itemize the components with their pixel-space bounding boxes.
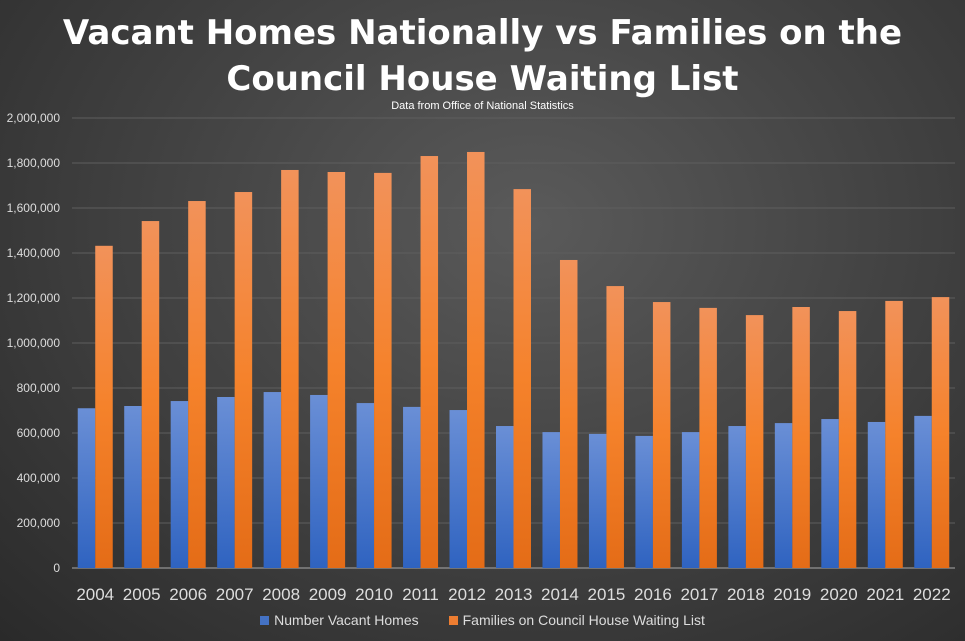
- bar-families-2009: [327, 172, 346, 568]
- x-tick-label: 2017: [680, 585, 718, 604]
- bar-vacant-2014: [542, 432, 560, 568]
- bar-vacant-2005: [124, 406, 142, 568]
- x-tick-label: 2010: [355, 585, 393, 604]
- x-tick-label: 2006: [169, 585, 207, 604]
- bar-families-2021: [885, 300, 903, 568]
- y-tick-label: 1,600,000: [7, 201, 61, 215]
- x-tick-label: 2013: [495, 585, 533, 604]
- bar-vacant-2020: [821, 419, 839, 568]
- bar-families-2006: [188, 201, 206, 568]
- bar-vacant-2017: [681, 432, 700, 568]
- bar-families-2020: [838, 311, 857, 568]
- x-tick-label: 2019: [773, 585, 811, 604]
- bar-families-2015: [606, 286, 624, 568]
- x-tick-label: 2022: [913, 585, 951, 604]
- x-tick-label: 2014: [541, 585, 579, 604]
- x-tick-label: 2007: [216, 585, 254, 604]
- bar-vacant-2009: [310, 394, 328, 568]
- x-tick-label: 2018: [727, 585, 765, 604]
- y-tick-label: 1,200,000: [7, 291, 61, 305]
- bar-vacant-2012: [449, 410, 468, 568]
- legend-swatch: [448, 615, 458, 625]
- bar-families-2004: [95, 245, 113, 569]
- x-tick-label: 2011: [402, 585, 439, 604]
- bar-vacant-2019: [774, 423, 793, 568]
- bar-families-2016: [652, 302, 671, 568]
- y-tick-label: 800,000: [17, 381, 61, 395]
- x-tick-label: 2004: [76, 585, 114, 604]
- y-tick-label: 600,000: [17, 426, 61, 440]
- bar-families-2007: [234, 192, 253, 568]
- legend-label: Families on Council House Waiting List: [462, 612, 705, 628]
- chart-subtitle: Data from Office of National Statistics: [391, 100, 574, 112]
- y-tick-label: 2,000,000: [7, 111, 61, 125]
- legend-item-families: Families on Council House Waiting List: [448, 612, 705, 628]
- x-tick-label: 2020: [820, 585, 858, 604]
- bar-families-2022: [931, 297, 950, 568]
- bar-families-2011: [420, 156, 439, 568]
- x-tick-label: 2009: [309, 585, 347, 604]
- bar-families-2019: [792, 307, 810, 568]
- legend-item-vacant: Number Vacant Homes: [260, 612, 419, 628]
- bar-families-2018: [745, 315, 764, 568]
- x-tick-label: 2016: [634, 585, 672, 604]
- bar-families-2014: [559, 259, 578, 568]
- bar-vacant-2008: [263, 392, 282, 568]
- bar-vacant-2004: [77, 408, 96, 568]
- bar-families-2017: [699, 307, 717, 568]
- x-tick-label: 2021: [866, 585, 904, 604]
- y-tick-label: 1,400,000: [7, 246, 61, 260]
- bar-vacant-2015: [588, 433, 607, 568]
- y-tick-label: 0: [53, 561, 60, 575]
- bar-families-2010: [374, 172, 392, 568]
- x-tick-label: 2015: [588, 585, 626, 604]
- bar-vacant-2021: [867, 421, 886, 568]
- bar-families-2012: [467, 151, 485, 568]
- bar-families-2008: [281, 169, 299, 568]
- legend-swatch: [260, 615, 270, 625]
- bar-vacant-2013: [496, 426, 514, 568]
- bar-vacant-2006: [170, 401, 189, 568]
- bar-vacant-2010: [356, 403, 375, 568]
- bar-vacant-2016: [635, 435, 653, 568]
- y-tick-label: 1,000,000: [7, 336, 61, 350]
- y-tick-label: 400,000: [17, 471, 61, 485]
- chart-title: Vacant Homes Nationally vs Families on t…: [62, 13, 903, 99]
- legend: Number Vacant Homes Families on Council …: [0, 612, 965, 628]
- bar-vacant-2007: [217, 397, 235, 568]
- legend-label: Number Vacant Homes: [274, 612, 419, 628]
- bar-vacant-2022: [914, 415, 932, 568]
- y-tick-label: 200,000: [17, 516, 61, 530]
- x-tick-label: 2012: [448, 585, 486, 604]
- bar-families-2005: [141, 221, 160, 569]
- bar-families-2013: [513, 189, 531, 568]
- y-tick-label: 1,800,000: [7, 156, 61, 170]
- bar-vacant-2011: [403, 406, 421, 568]
- x-tick-label: 2005: [123, 585, 161, 604]
- x-tick-label: 2008: [262, 585, 300, 604]
- bar-vacant-2018: [728, 426, 746, 568]
